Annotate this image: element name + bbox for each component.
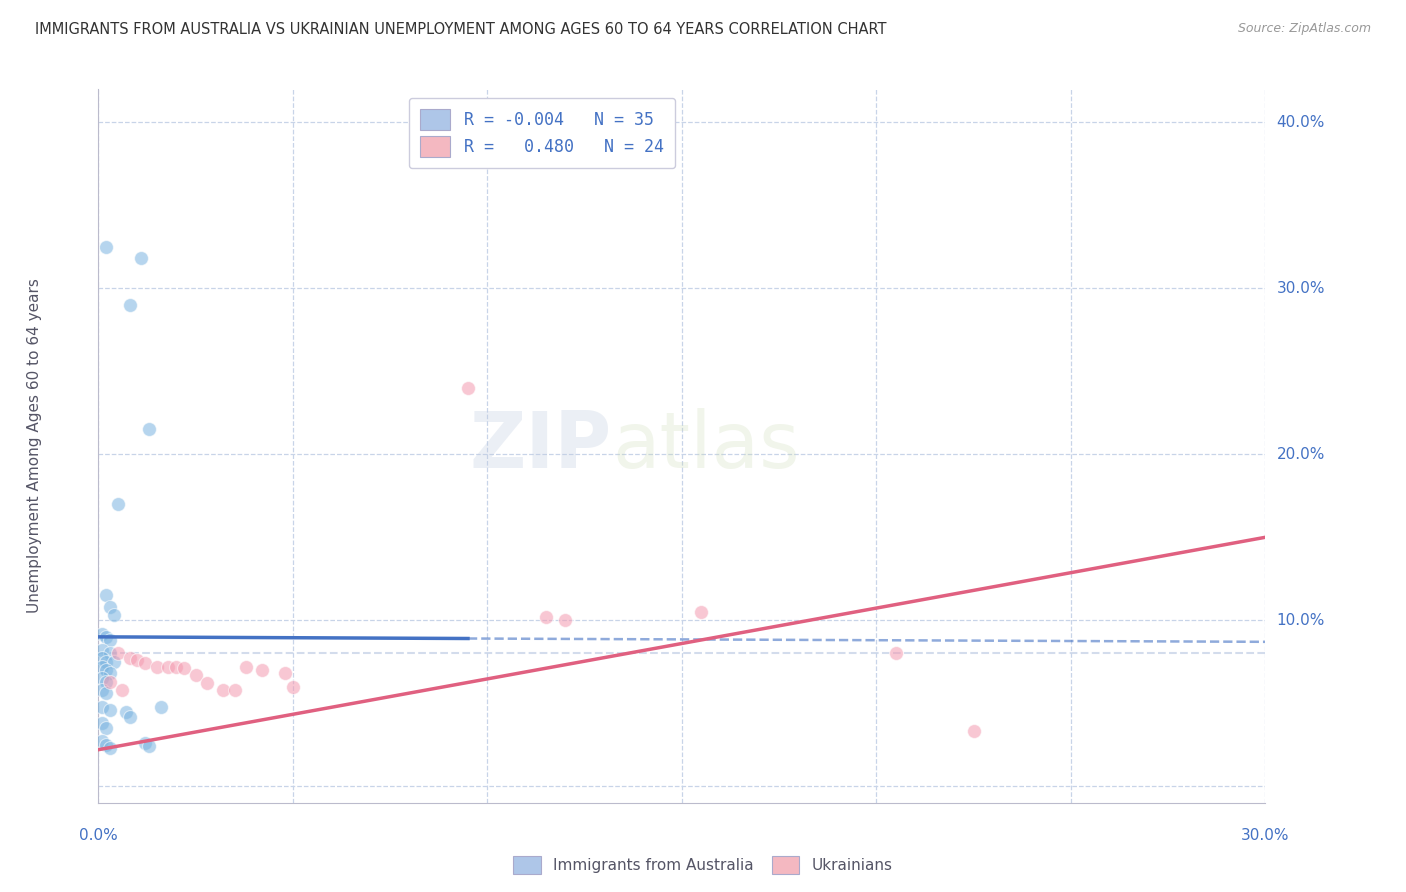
Point: [224, 682, 246, 697]
Point: [107, 647, 129, 661]
Point: [96, 721, 118, 735]
Point: [884, 647, 907, 661]
Point: [98, 741, 121, 756]
Point: [129, 252, 152, 266]
Point: [457, 381, 479, 395]
Point: [281, 680, 304, 694]
Point: [91, 682, 114, 697]
Point: [274, 666, 297, 681]
Point: [173, 661, 195, 675]
Point: [96, 686, 118, 700]
Point: [91, 716, 114, 731]
Point: [96, 663, 118, 677]
Point: [96, 588, 118, 602]
Point: [138, 739, 160, 754]
Point: [98, 599, 121, 614]
Point: [96, 240, 118, 254]
Point: [98, 633, 121, 648]
Point: [118, 709, 141, 723]
Point: [96, 655, 118, 669]
Point: [235, 659, 257, 673]
Text: ZIP: ZIP: [470, 408, 612, 484]
Point: [96, 630, 118, 644]
Point: [91, 699, 114, 714]
Point: [98, 647, 121, 661]
Point: [690, 605, 713, 619]
Point: [250, 663, 273, 677]
Point: [107, 497, 129, 511]
Point: [149, 699, 172, 714]
Point: [534, 610, 557, 624]
Point: [138, 422, 160, 436]
Point: [103, 608, 125, 623]
Point: [91, 671, 114, 685]
Point: [91, 626, 114, 640]
Point: [96, 738, 118, 752]
Point: [184, 668, 207, 682]
Point: [554, 613, 576, 627]
Point: [114, 705, 136, 719]
Point: [91, 651, 114, 665]
Point: [111, 682, 134, 697]
Text: 0.0%: 0.0%: [79, 828, 118, 843]
Legend: Immigrants from Australia, Ukrainians: Immigrants from Australia, Ukrainians: [508, 850, 898, 880]
Point: [96, 674, 118, 689]
Point: [157, 659, 180, 673]
Point: [91, 734, 114, 748]
Legend: R = -0.004   N = 35, R =   0.480   N = 24: R = -0.004 N = 35, R = 0.480 N = 24: [409, 97, 675, 169]
Point: [91, 659, 114, 673]
Point: [127, 653, 149, 667]
Point: [134, 736, 156, 750]
Text: 30.0%: 30.0%: [1277, 281, 1324, 296]
Point: [118, 651, 141, 665]
Text: 40.0%: 40.0%: [1277, 115, 1324, 130]
Point: [134, 657, 156, 671]
Text: 10.0%: 10.0%: [1277, 613, 1324, 628]
Point: [98, 674, 121, 689]
Text: 20.0%: 20.0%: [1277, 447, 1324, 462]
Text: 30.0%: 30.0%: [1241, 828, 1289, 843]
Point: [146, 659, 169, 673]
Text: atlas: atlas: [612, 408, 800, 484]
Point: [98, 703, 121, 717]
Point: [91, 643, 114, 657]
Point: [165, 659, 187, 673]
Text: Unemployment Among Ages 60 to 64 years: Unemployment Among Ages 60 to 64 years: [27, 278, 42, 614]
Point: [98, 666, 121, 681]
Text: IMMIGRANTS FROM AUSTRALIA VS UKRAINIAN UNEMPLOYMENT AMONG AGES 60 TO 64 YEARS CO: IMMIGRANTS FROM AUSTRALIA VS UKRAINIAN U…: [35, 22, 887, 37]
Point: [962, 724, 984, 739]
Text: Source: ZipAtlas.com: Source: ZipAtlas.com: [1237, 22, 1371, 36]
Point: [195, 676, 218, 690]
Point: [212, 682, 235, 697]
Point: [103, 655, 125, 669]
Point: [118, 298, 141, 312]
